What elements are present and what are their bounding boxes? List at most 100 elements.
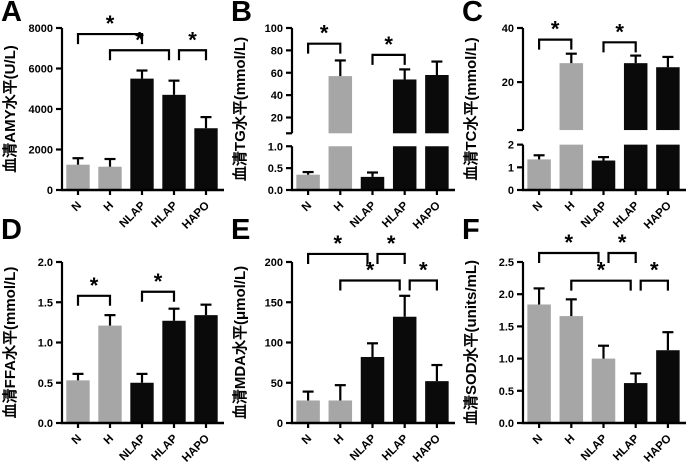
y-tick-label: 1.5 [38, 297, 53, 309]
sig-star-N-H: * [90, 273, 99, 298]
y-tick-label: 0 [508, 185, 514, 197]
y-tick-label: 100 [265, 23, 283, 35]
bar-HLAP [623, 383, 648, 423]
y-axis-title: 血清MDA水平(μmol/L) [231, 266, 249, 419]
sig-star-NLAP-HLAP: * [384, 32, 393, 57]
sig-bracket-NLAP-HLAP [607, 251, 637, 263]
y-tick-label: 80 [271, 45, 283, 57]
y-tick-label: 1 [508, 162, 514, 174]
panel-f: F 0.0 0.5 1.0 1.5 2.0 2.5 N H NLAP HLAP HAPO 血清SOD水… [461, 214, 692, 469]
y-tick-label: 40 [502, 23, 514, 35]
bar-HLAP-lower [392, 146, 417, 190]
bar-H [328, 400, 353, 423]
x-tick-label-N: N [531, 200, 545, 214]
bar-HAPO-lower [656, 144, 680, 190]
y-tick-label: 0 [277, 418, 283, 430]
sig-star-NLAP-HLAP: * [615, 19, 624, 44]
y-tick-label: 1.0 [38, 338, 53, 350]
sig-star-H-HLAP: * [597, 258, 606, 283]
panel-letter-b: B [231, 0, 252, 28]
y-tick-label: 150 [265, 297, 283, 309]
y-tick-label: 0 [47, 185, 53, 197]
y-tick-label: 0.0 [268, 185, 283, 197]
sig-star-HLAP-HAPO: * [419, 258, 428, 283]
bar-N [66, 380, 90, 423]
y-tick-label: 0.5 [268, 163, 283, 175]
x-tick-label-H: H [102, 433, 116, 447]
chart-d: 0.0 0.5 1.0 1.5 2.0 N H NLAP HLAP HAPO 血清FFA水平(mmo… [1, 257, 224, 465]
bar-HAPO-upper [425, 74, 449, 134]
y-tick-label: 1.0 [268, 141, 283, 153]
sig-bracket-N-NLAP [76, 32, 144, 45]
bar-NLAP [360, 356, 385, 423]
sig-bracket-HLAP-HAPO [639, 279, 669, 291]
bar-HLAP-upper [392, 79, 417, 134]
y-tick-label: 0.0 [38, 418, 53, 430]
sig-bracket-H-HLAP [339, 279, 401, 291]
bar-H-lower [559, 144, 584, 190]
panel-e: E 0 50 100 150 200 N H NLAP HLAP HAPO 血清MDA水平(μmol… [230, 214, 461, 469]
y-axis-title: 血清FFA水平(mmol/L) [1, 267, 19, 419]
bar-HLAP-lower [623, 144, 648, 190]
panel-c: C 0 1 2 20 40 N H NLAP HLAP HAPO 血清TC水平(mmol/L) * * [461, 0, 692, 232]
panel-d: D 0.0 0.5 1.0 1.5 2.0 N H NLAP HLAP HAPO 血清FFA水平(m… [0, 214, 230, 469]
y-tick-label: 6000 [29, 64, 53, 76]
bar-HLAP [162, 94, 186, 190]
sig-star-N-H: * [551, 17, 560, 42]
y-axis-title: 血清TG水平(mmol/L) [231, 37, 249, 181]
bar-H [559, 316, 584, 423]
sig-bracket-NLAP-HLAP [602, 41, 637, 53]
x-tick-label-N: N [70, 200, 84, 214]
y-tick-label: 50 [271, 378, 283, 390]
panel-letter-e: E [231, 214, 251, 246]
bar-N [66, 164, 90, 190]
y-axis-title: 血清AMY水平(U/L) [1, 45, 19, 173]
bar-NLAP [591, 358, 616, 423]
panel-letter-a: A [1, 0, 22, 28]
x-tick-label-H: H [332, 200, 346, 214]
x-tick-label-HAPO: HAPO [411, 433, 443, 465]
sig-star-N-H: * [320, 21, 329, 46]
bar-N [296, 174, 320, 190]
x-tick-label-NLAP: NLAP [117, 432, 148, 463]
sig-bracket-N-H [76, 294, 112, 306]
y-tick-label: 8000 [29, 23, 53, 35]
y-tick-label: 0.5 [499, 386, 514, 398]
sig-bracket-H-HLAP [570, 279, 632, 291]
x-tick-label-HAPO: HAPO [180, 433, 212, 465]
panel-letter-d: D [1, 214, 22, 246]
chart-f: 0.0 0.5 1.0 1.5 2.0 2.5 N H NLAP HLAP HAPO 血清SOD水平(… [462, 230, 686, 465]
bar-H-upper [328, 76, 353, 134]
bar-HAPO [194, 315, 218, 423]
sig-bracket-N-H [538, 38, 573, 50]
panel-a: A 0 2000 4000 6000 8000 N H NLAP HLAP HAPO 血清AMY水平… [0, 0, 230, 232]
y-tick-label: 200 [265, 257, 283, 269]
x-tick-label-H: H [102, 200, 116, 214]
y-tick-label: 2.0 [38, 257, 53, 269]
y-tick-label: 2000 [29, 145, 53, 157]
x-tick-label-HLAP: HLAP [380, 432, 411, 463]
sig-bracket-NLAP-HLAP [140, 290, 176, 302]
y-tick-label: 1.5 [499, 321, 514, 333]
y-tick-label: 2.0 [499, 289, 514, 301]
y-axis-title: 血清TC水平(mmol/L) [462, 37, 480, 180]
x-tick-label-H: H [563, 433, 577, 447]
sig-star-HLAP-HAPO: * [650, 258, 659, 283]
sig-star-N-NLAP: * [565, 230, 574, 255]
y-tick-label: 0.0 [499, 418, 514, 430]
chart-e: 0 50 100 150 200 N H NLAP HLAP HAPO 血清MDA水平(μmol/L… [231, 231, 455, 465]
sig-bracket-H-HLAP [108, 49, 171, 61]
sig-bracket-NLAP-HLAP [376, 252, 406, 264]
y-tick-label: 2 [508, 140, 514, 152]
x-tick-label-H: H [332, 433, 346, 447]
bar-H-upper [559, 63, 584, 131]
y-tick-label: 20 [271, 113, 283, 125]
panel-letter-c: C [462, 0, 483, 28]
bar-NLAP [130, 78, 154, 190]
bar-NLAP [360, 176, 385, 190]
y-tick-label: 0.5 [38, 378, 53, 390]
bar-HAPO [656, 350, 680, 423]
sig-bracket-NLAP-HLAP [371, 53, 406, 65]
x-tick-label-HLAP: HLAP [149, 432, 180, 463]
sig-bracket-N-NLAP [538, 251, 600, 263]
